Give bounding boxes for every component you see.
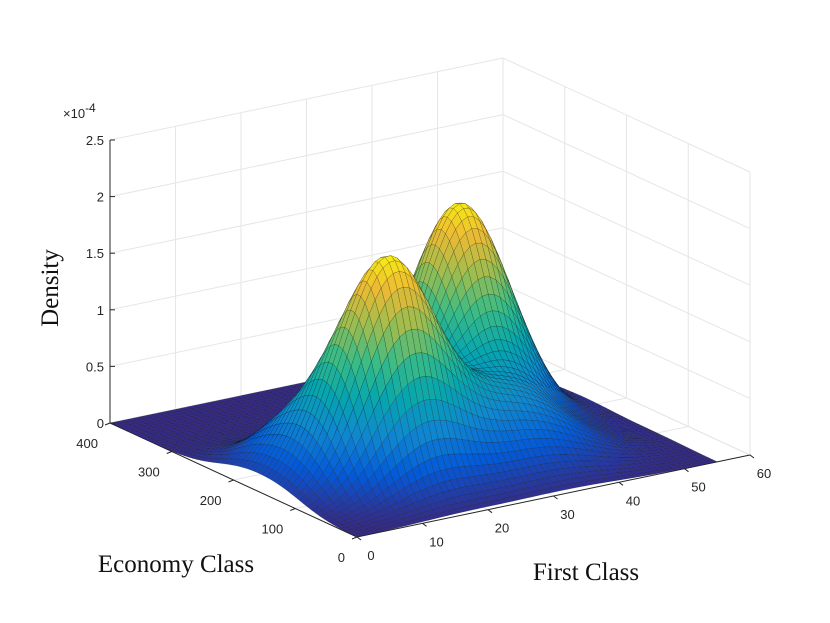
x-axis-title: First Class [533,559,639,586]
x-tick-label: 0 [367,548,374,563]
x-tick-mark [553,495,558,500]
x-tick-mark [749,454,755,459]
axis-ticks: 0 10 20 30 40 50 60 0 100 200 300 400 0 0.5 1 1.5 2 2.5 [76,133,771,565]
surface-cell [706,459,718,464]
z-tick-label: 0.5 [86,359,104,374]
density-surface [109,202,718,538]
z-axis-title: Density [37,249,64,327]
y-tick-label: 0 [338,550,345,565]
y-tick-label: 300 [138,465,160,480]
y-tick-mark [104,422,111,426]
y-tick-label: 200 [200,493,222,508]
z-exponent-label: ×10-4 [63,101,96,121]
x-tick-label: 60 [757,466,771,481]
x-tick-mark [422,522,427,527]
x-tick-label: 10 [429,534,443,549]
x-tick-mark [487,509,493,514]
z-tick-label: 1 [97,303,104,318]
z-tick-label: 1.5 [86,246,104,261]
z-tick-label: 0 [97,416,104,431]
x-tick-label: 40 [626,493,640,508]
z-tick-label: 2.5 [86,133,104,148]
y-axis-title: Economy Class [98,551,254,578]
x-tick-mark [618,481,624,486]
x-tick-mark [356,536,362,541]
y-tick-mark [290,508,296,511]
y-tick-mark [228,479,234,483]
x-tick-label: 50 [691,480,705,495]
z-tick-label: 2 [97,190,104,205]
y-tick-mark [166,451,172,454]
y-tick-mark [351,536,358,540]
x-tick-label: 20 [495,521,509,536]
x-tick-mark [684,468,689,473]
y-tick-label: 100 [262,522,284,537]
y-tick-label: 400 [76,436,98,451]
x-tick-label: 30 [560,507,574,522]
